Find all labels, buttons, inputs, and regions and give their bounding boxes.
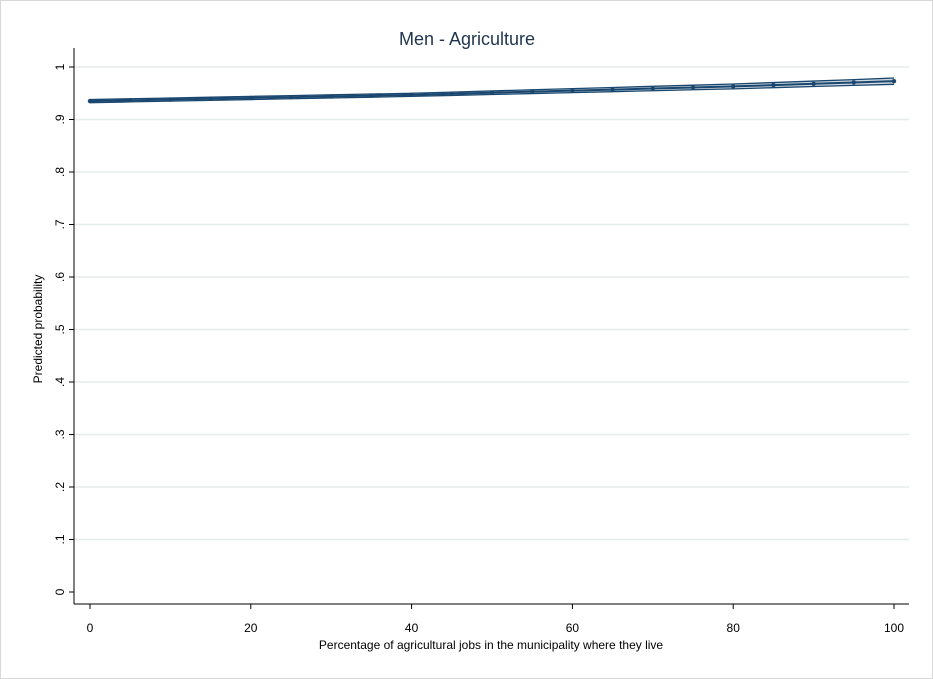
x-axis-ticks: 0 20 40 60 80 100 (87, 604, 904, 635)
x-tick-label: 80 (727, 621, 741, 635)
x-tick-label: 40 (405, 621, 419, 635)
y-tick-label: .8 (53, 167, 67, 177)
data-point (771, 82, 776, 88)
data-point (811, 81, 816, 87)
ci-upper-line (89, 77, 895, 101)
y-axis-ticks: 0 .1 .2 .3 .4 .5 .6 .7 .8 .9 1 (53, 63, 74, 595)
data-point (409, 92, 414, 98)
data-point (87, 98, 93, 104)
data-point (208, 96, 213, 101)
data-point (610, 87, 615, 92)
x-tick-label: 20 (244, 621, 258, 635)
y-axis-title: Predicted probability (31, 275, 45, 384)
y-tick-label: .9 (53, 114, 67, 124)
data-point (530, 89, 535, 94)
y-tick-label: .3 (53, 429, 67, 439)
data-point (248, 95, 253, 101)
data-point (168, 97, 173, 102)
data-point (489, 90, 495, 95)
data-point (690, 85, 696, 90)
y-tick-label: .7 (53, 219, 67, 229)
data-point (650, 86, 655, 91)
data-point (329, 94, 334, 99)
axes (73, 48, 909, 605)
data-point (369, 93, 374, 98)
y-tick-label: .6 (53, 272, 67, 282)
y-tick-label: .1 (53, 534, 67, 544)
data-point (128, 98, 133, 103)
data-point (891, 78, 897, 84)
x-tick-label: 60 (566, 621, 580, 635)
y-tick-label: 1 (53, 63, 67, 70)
grid-lines (74, 66, 909, 541)
y-tick-label: .5 (53, 324, 67, 334)
x-axis-title: Percentage of agricultural jobs in the m… (319, 638, 664, 652)
data-point (570, 88, 575, 93)
x-tick-label: 0 (87, 621, 94, 635)
y-tick-label: 0 (53, 588, 67, 595)
data-point (851, 80, 856, 85)
y-tick-label: .4 (53, 377, 67, 387)
x-tick-label: 100 (884, 621, 904, 635)
data-point (288, 94, 294, 100)
series-layer (87, 77, 897, 104)
data-point (449, 91, 454, 96)
y-tick-label: .2 (53, 482, 67, 492)
chart-title: Men - Agriculture (399, 29, 535, 49)
data-point (731, 84, 736, 89)
